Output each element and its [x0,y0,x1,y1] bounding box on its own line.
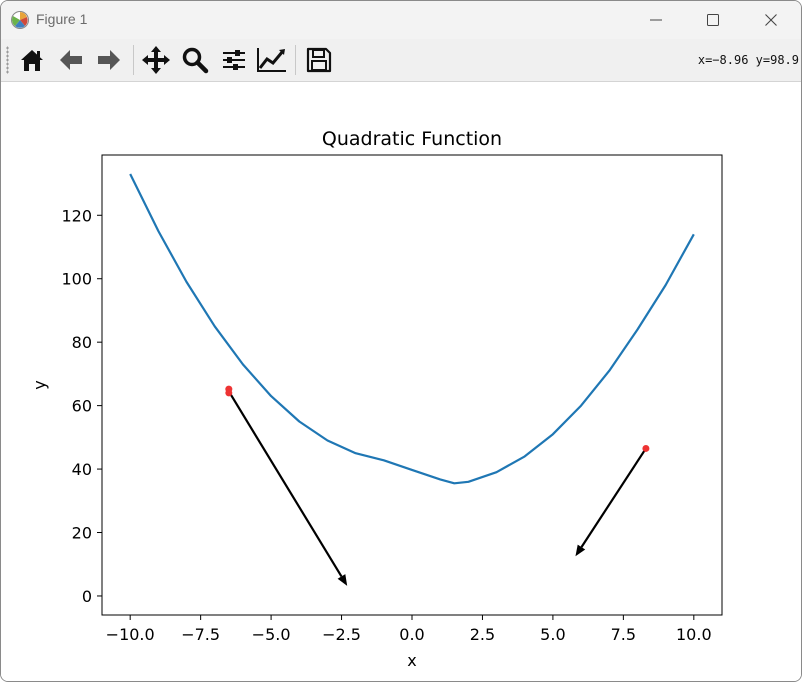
figure-canvas[interactable]: Quadratic Function −10.0 −7.5 −5.0 −2.5 0.0 2.… [1,82,801,681]
gradient-arrow [227,390,343,577]
arrow-left-icon [60,50,82,70]
magnifier-icon [182,47,209,74]
navigation-toolbar: x=−8.96 y=98.9 [1,39,801,82]
y-tick-label: 100 [61,270,92,289]
chart-title: Quadratic Function [322,128,502,150]
floppy-disk-icon [306,47,332,73]
minimize-icon [650,19,662,21]
move-icon [142,46,170,74]
plot-svg[interactable]: Quadratic Function −10.0 −7.5 −5.0 −2.5 0.0 2.… [1,82,801,681]
arrow-right-icon [98,50,120,70]
y-axis-label: y [30,380,49,389]
toolbar-separator [133,45,134,75]
subplots-button[interactable] [216,42,252,78]
cursor-coordinates: x=−8.96 y=98.9 [697,53,799,67]
series-line [129,173,695,485]
line-chart-icon [257,48,286,72]
maximize-button[interactable] [690,1,736,39]
gradient-arrow-head [575,544,586,557]
x-tick-label: 7.5 [611,625,636,644]
window-title: Figure 1 [36,11,88,27]
y-tick-label: 40 [72,460,92,479]
sliders-icon [223,50,245,70]
x-tick-label: −10.0 [106,625,155,644]
toolbar-separator [295,45,296,75]
data-point [225,389,233,397]
x-tick-label: −2.5 [322,625,361,644]
x-axis-label: x [407,651,416,670]
customize-button[interactable] [254,42,290,78]
x-tick-label: 10.0 [676,625,712,644]
pan-button[interactable] [138,42,174,78]
maximize-icon [707,14,719,26]
save-button[interactable] [301,42,337,78]
gradient-arrow [580,447,647,548]
data-point [642,444,650,452]
forward-button[interactable] [91,42,127,78]
zoom-button[interactable] [177,42,213,78]
close-button[interactable] [748,1,794,39]
x-tick-label: 0.0 [399,625,424,644]
y-tick-label: 120 [61,206,92,225]
axes-frame [101,154,723,616]
toolbar-grip[interactable] [6,46,9,74]
x-tick-label: 5.0 [540,625,565,644]
x-tick-label: −5.0 [252,625,291,644]
home-button[interactable] [14,42,50,78]
x-tick-label: −7.5 [181,625,220,644]
matplotlib-icon [11,11,29,29]
x-tick-label: 2.5 [470,625,495,644]
home-icon [21,50,43,71]
y-tick-label: 80 [72,333,92,352]
minimize-button[interactable] [633,1,679,39]
y-tick-label: 20 [72,524,92,543]
y-tick-label: 60 [72,397,92,416]
back-button[interactable] [53,42,89,78]
y-tick-label: 0 [82,587,92,606]
title-bar: Figure 1 [1,1,801,39]
gradient-arrow-head [337,574,348,586]
close-icon [765,14,777,26]
